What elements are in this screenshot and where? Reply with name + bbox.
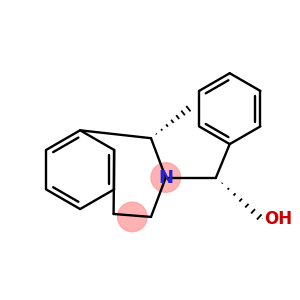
- Text: N: N: [158, 169, 173, 187]
- Text: –OH: –OH: [261, 218, 264, 219]
- Circle shape: [118, 202, 147, 232]
- Text: OH: OH: [264, 210, 292, 228]
- Circle shape: [151, 163, 181, 192]
